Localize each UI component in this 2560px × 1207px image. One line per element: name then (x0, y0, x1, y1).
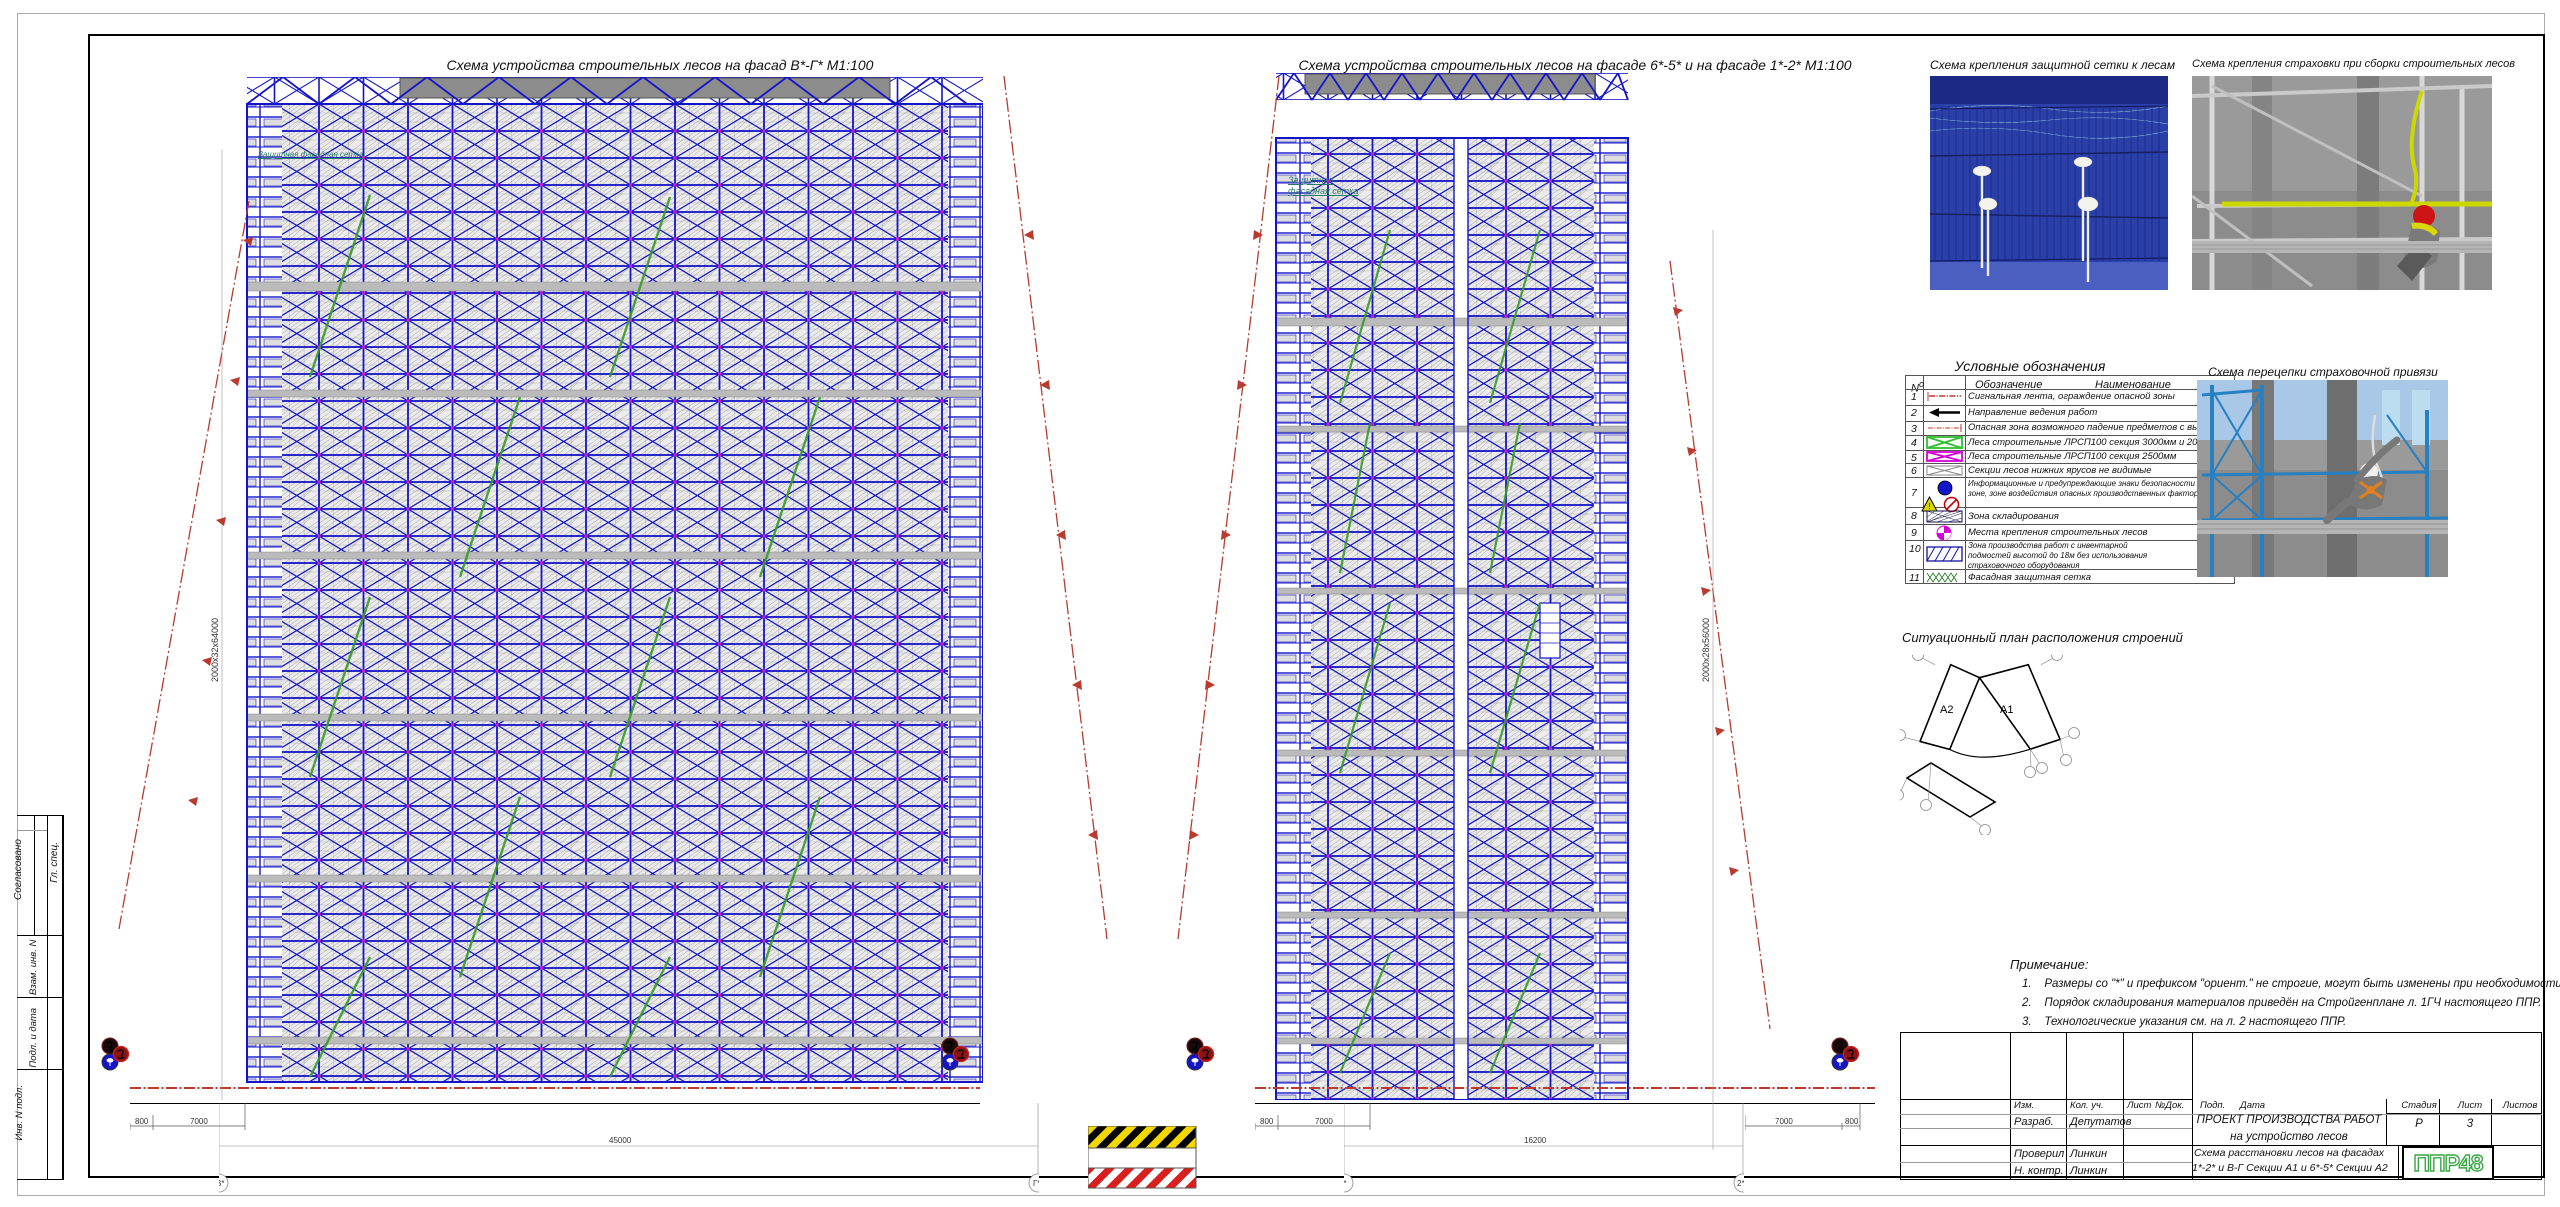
svg-text:45000: 45000 (609, 1136, 632, 1145)
svg-text:Г*: Г* (1033, 1179, 1039, 1188)
svg-text:A2: A2 (1940, 704, 1953, 716)
svg-text:800: 800 (1845, 1117, 1859, 1126)
svg-text:В*: В* (219, 1179, 224, 1188)
svg-text:7000: 7000 (1315, 1117, 1333, 1126)
svg-text:A1: A1 (2000, 704, 2013, 716)
svg-text:7000: 7000 (190, 1117, 208, 1126)
svg-text:800: 800 (1260, 1117, 1274, 1126)
svg-text:2*: 2* (1737, 1179, 1744, 1188)
svg-text:800: 800 (135, 1117, 149, 1126)
svg-text:2000x32x64000: 2000x32x64000 (210, 618, 220, 682)
svg-text:16200: 16200 (1524, 1136, 1547, 1145)
svg-text:2000x28x56000: 2000x28x56000 (1701, 618, 1711, 682)
svg-text:1*: 1* (1344, 1179, 1347, 1188)
